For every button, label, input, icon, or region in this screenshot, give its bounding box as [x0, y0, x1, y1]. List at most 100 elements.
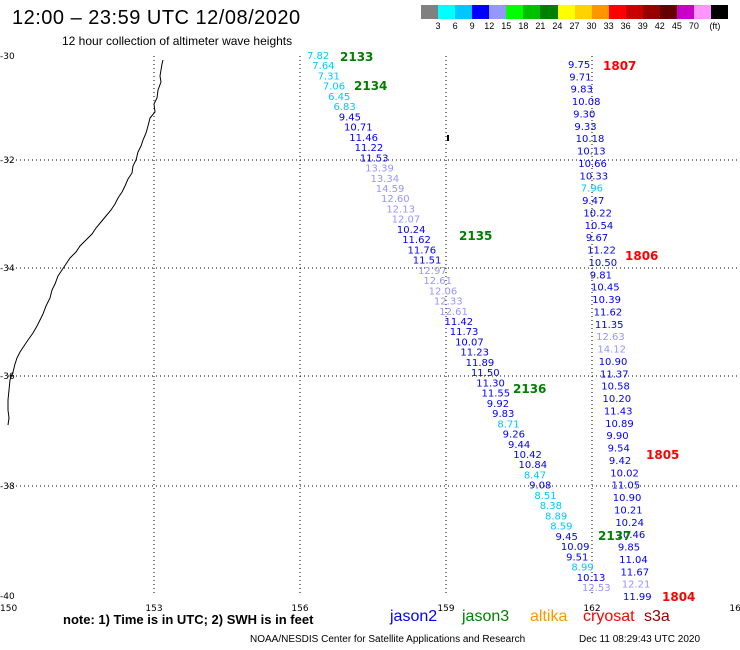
colorbar-swatch — [642, 5, 660, 19]
legend-altika: altika — [530, 608, 568, 625]
swh-reading: 9.71 — [569, 72, 591, 83]
swh-reading: 10.50 — [588, 258, 617, 269]
swh-reading: 11.51 — [413, 256, 442, 267]
swh-reading: 12.53 — [582, 583, 611, 594]
swh-reading: 10.33 — [580, 171, 609, 182]
swh-reading: 10.20 — [603, 394, 632, 405]
swh-reading: 9.90 — [606, 431, 628, 442]
swh-reading: 11.42 — [445, 317, 474, 328]
swh-reading: 11.62 — [594, 307, 623, 318]
colorbar-tick: 70 — [688, 21, 699, 31]
swh-reading: 10.66 — [578, 159, 607, 170]
colorbar-tick: 12 — [484, 21, 495, 31]
swh-reading: 9.30 — [573, 109, 595, 120]
pass-number: 1804 — [662, 590, 695, 604]
map-title: 12:00 – 23:59 UTC 12/08/2020 — [12, 7, 301, 29]
swh-reading: 10.90 — [599, 357, 628, 368]
colorbar-swatch — [608, 5, 626, 19]
swh-reading: 10.84 — [519, 460, 548, 471]
swh-reading: 10.90 — [613, 493, 642, 504]
swh-reading: 9.67 — [586, 233, 608, 244]
swh-reading: 10.18 — [576, 134, 605, 145]
swh-reading: 10.07 — [455, 337, 484, 348]
swh-reading: 10.54 — [585, 221, 614, 232]
colorbar-tick: 36 — [620, 21, 631, 31]
swh-reading: 11.04 — [619, 555, 648, 566]
colorbar-tick: 39 — [637, 21, 648, 31]
longitude-label: 150 — [0, 604, 17, 614]
swh-reading: 11.73 — [450, 327, 479, 338]
swh-reading: 13.34 — [370, 174, 399, 185]
swh-reading: 12.63 — [596, 332, 625, 343]
swh-reading: 12.07 — [392, 215, 421, 226]
swh-reading: 11.35 — [595, 320, 624, 331]
colorbar-tick: 9 — [469, 21, 475, 31]
swh-reading: 11.23 — [460, 348, 489, 359]
map-subtitle: 12 hour collection of altimeter wave hei… — [62, 34, 293, 48]
swh-reading: 10.08 — [572, 97, 601, 108]
colorbar-swatch — [676, 5, 694, 19]
generation-timestamp: Dec 11 08:29:43 UTC 2020 — [579, 634, 701, 645]
swh-reading: 10.13 — [577, 573, 606, 584]
swh-reading: 11.53 — [360, 153, 389, 164]
pass-number: 1806 — [625, 249, 658, 263]
swh-reading: 8.89 — [545, 511, 567, 522]
swh-reading: 12.21 — [622, 580, 651, 591]
swh-reading: 10.58 — [601, 382, 630, 393]
swh-reading: 12.13 — [386, 204, 415, 215]
swh-reading: 9.45 — [556, 532, 578, 543]
swh-reading: 8.38 — [540, 501, 562, 512]
swh-reading: 10.22 — [583, 208, 612, 219]
pass-number: 1807 — [603, 59, 636, 73]
swh-reading: 6.83 — [333, 102, 355, 113]
lat-lon-grid — [8, 56, 738, 596]
swh-reading: 11.55 — [482, 389, 511, 400]
colorbar-swatch — [711, 5, 729, 19]
swh-reading: 9.08 — [529, 481, 551, 492]
colorbar-swatch — [438, 5, 456, 19]
swh-reading: 9.85 — [618, 543, 640, 554]
island-mark — [447, 135, 449, 141]
swh-reading: 9.33 — [574, 122, 596, 133]
swh-reading: 12.33 — [434, 297, 463, 308]
swh-reading: 11.46 — [349, 133, 378, 144]
swh-reading: 14.12 — [597, 345, 626, 356]
colorbar-tick: (ft) — [709, 21, 721, 31]
swh-reading: 10.24 — [615, 518, 644, 529]
colorbar-tick: 33 — [603, 21, 614, 31]
colorbar-swatch — [625, 5, 643, 19]
colorbar-swatch — [523, 5, 541, 19]
swh-reading: 10.13 — [577, 147, 606, 158]
swh-reading: 10.45 — [591, 283, 620, 294]
colorbar-swatch — [557, 5, 575, 19]
swh-reading: 12.60 — [381, 194, 410, 205]
swh-reading: 12.61 — [423, 276, 452, 287]
swh-reading: 7.96 — [581, 184, 603, 195]
latitude-label: -36 — [0, 372, 15, 382]
swh-reading: 7.82 — [307, 51, 329, 62]
swh-reading: 11.76 — [407, 245, 436, 256]
legend-jason2: jason2 — [390, 608, 438, 625]
pass-number: 2136 — [513, 382, 546, 396]
swh-reading: 11.22 — [587, 246, 616, 257]
swh-reading: 9.26 — [503, 430, 525, 441]
colorbar-swatch — [421, 5, 439, 19]
swh-reading: 9.81 — [590, 270, 612, 281]
swh-reading: 9.83 — [571, 85, 593, 96]
colorbar-tick: 27 — [569, 21, 580, 31]
colorbar-tick: 42 — [654, 21, 665, 31]
swh-reading: 9.47 — [582, 196, 604, 207]
colorbar-tick-labels: 3 6 9 12 15 18 21 24 27 30 33 36 39 42 45 70 (ft) — [421, 21, 728, 33]
colorbar-swatch — [506, 5, 524, 19]
colorbar-tick: 24 — [552, 21, 563, 31]
swh-reading: 12.97 — [418, 266, 447, 277]
pass-number: 2133 — [340, 50, 373, 64]
swh-reading: 11.89 — [466, 358, 495, 369]
pass-number: 2134 — [354, 79, 387, 93]
swh-reading: 11.62 — [402, 235, 431, 246]
swh-reading: 14.59 — [376, 184, 405, 195]
colorbar-tick: 18 — [518, 21, 529, 31]
swh-reading: 10.39 — [592, 295, 621, 306]
legend-s3a: s3a — [644, 608, 670, 625]
swh-reading: 8.71 — [497, 419, 519, 430]
